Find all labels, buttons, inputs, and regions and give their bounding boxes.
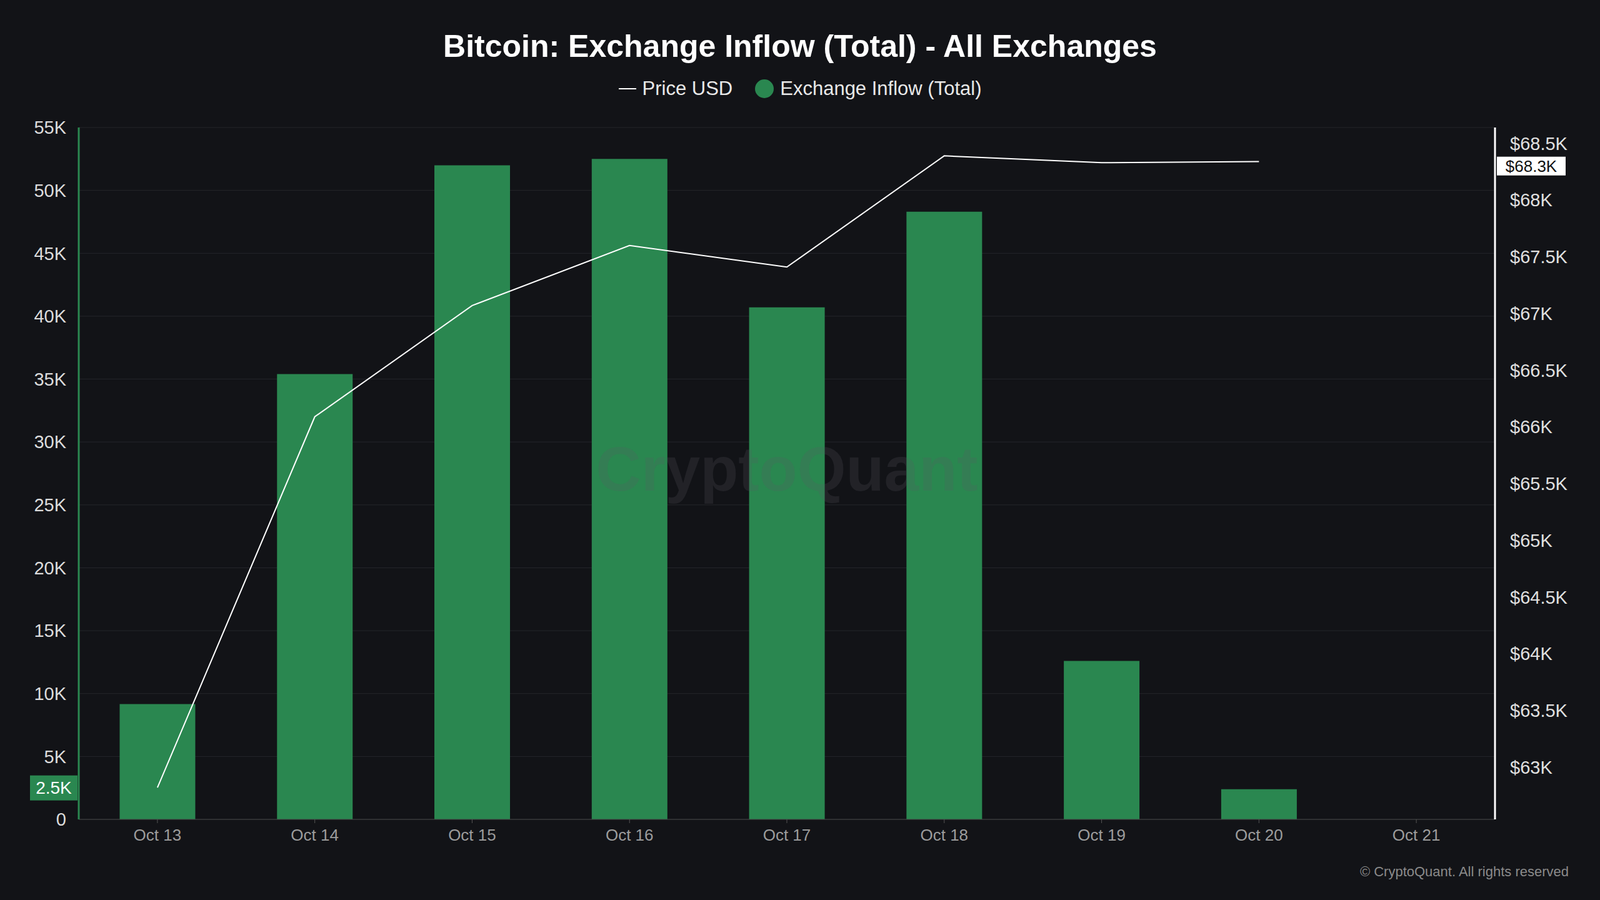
html-text:CryptoQuant: CryptoQuant — [595, 433, 978, 504]
svg-text:20K: 20K — [33, 558, 67, 579]
svg-text:30K: 30K — [33, 431, 67, 452]
html-text:Price USD: Price USD — [642, 77, 733, 100]
svg-text:50K: 50K — [33, 180, 67, 201]
svg-text:Oct 13: Oct 13 — [133, 825, 182, 845]
svg-text:$63K: $63K — [1510, 757, 1553, 778]
svg-text:15K: 15K — [33, 620, 67, 641]
svg-text:Oct 14: Oct 14 — [290, 825, 339, 845]
svg-text:25K: 25K — [33, 495, 67, 515]
svg-text:Oct 17: Oct 17 — [763, 825, 812, 845]
svg-text:0: 0 — [56, 809, 67, 830]
svg-text:$68.5K: $68.5K — [1510, 133, 1569, 154]
html-text:Bitcoin: Exchange Inflow (Tota: Bitcoin: Exchange Inflow (Total) - All E… — [443, 28, 1157, 64]
svg-text:Oct 20: Oct 20 — [1235, 825, 1284, 845]
svg-text:55K: 55K — [33, 117, 67, 138]
svg-text:$65K: $65K — [1510, 530, 1553, 551]
svg-text:Oct 21: Oct 21 — [1392, 825, 1441, 845]
svg-text:$64.5K: $64.5K — [1510, 587, 1569, 608]
html-text:© CryptoQuant. All rights rese: © CryptoQuant. All rights reserved — [1359, 863, 1569, 880]
svg-text:45K: 45K — [33, 243, 67, 264]
svg-text:40K: 40K — [33, 306, 67, 327]
svg-text:$66K: $66K — [1510, 416, 1553, 437]
svg-text:Oct 16: Oct 16 — [605, 825, 654, 845]
svg-text:Oct 15: Oct 15 — [448, 825, 497, 845]
svg-text:35K: 35K — [33, 369, 67, 390]
svg-text:5K: 5K — [44, 746, 67, 767]
svg-text:$68K: $68K — [1510, 190, 1553, 210]
svg-text:Oct 19: Oct 19 — [1077, 825, 1126, 845]
svg-text:2.5K: 2.5K — [35, 778, 72, 798]
svg-text:$66.5K: $66.5K — [1510, 360, 1569, 381]
svg-text:$65.5K: $65.5K — [1510, 473, 1569, 494]
svg-text:Oct 18: Oct 18 — [920, 825, 969, 845]
svg-text:$68.3K: $68.3K — [1505, 156, 1558, 176]
svg-text:$63.5K: $63.5K — [1510, 700, 1569, 721]
svg-text:$64K: $64K — [1510, 643, 1553, 664]
svg-text:10K: 10K — [33, 683, 67, 704]
svg-text:$67K: $67K — [1510, 303, 1553, 324]
html-text:Exchange Inflow (Total): Exchange Inflow (Total) — [780, 77, 982, 100]
svg-text:$67.5K: $67.5K — [1510, 246, 1569, 267]
